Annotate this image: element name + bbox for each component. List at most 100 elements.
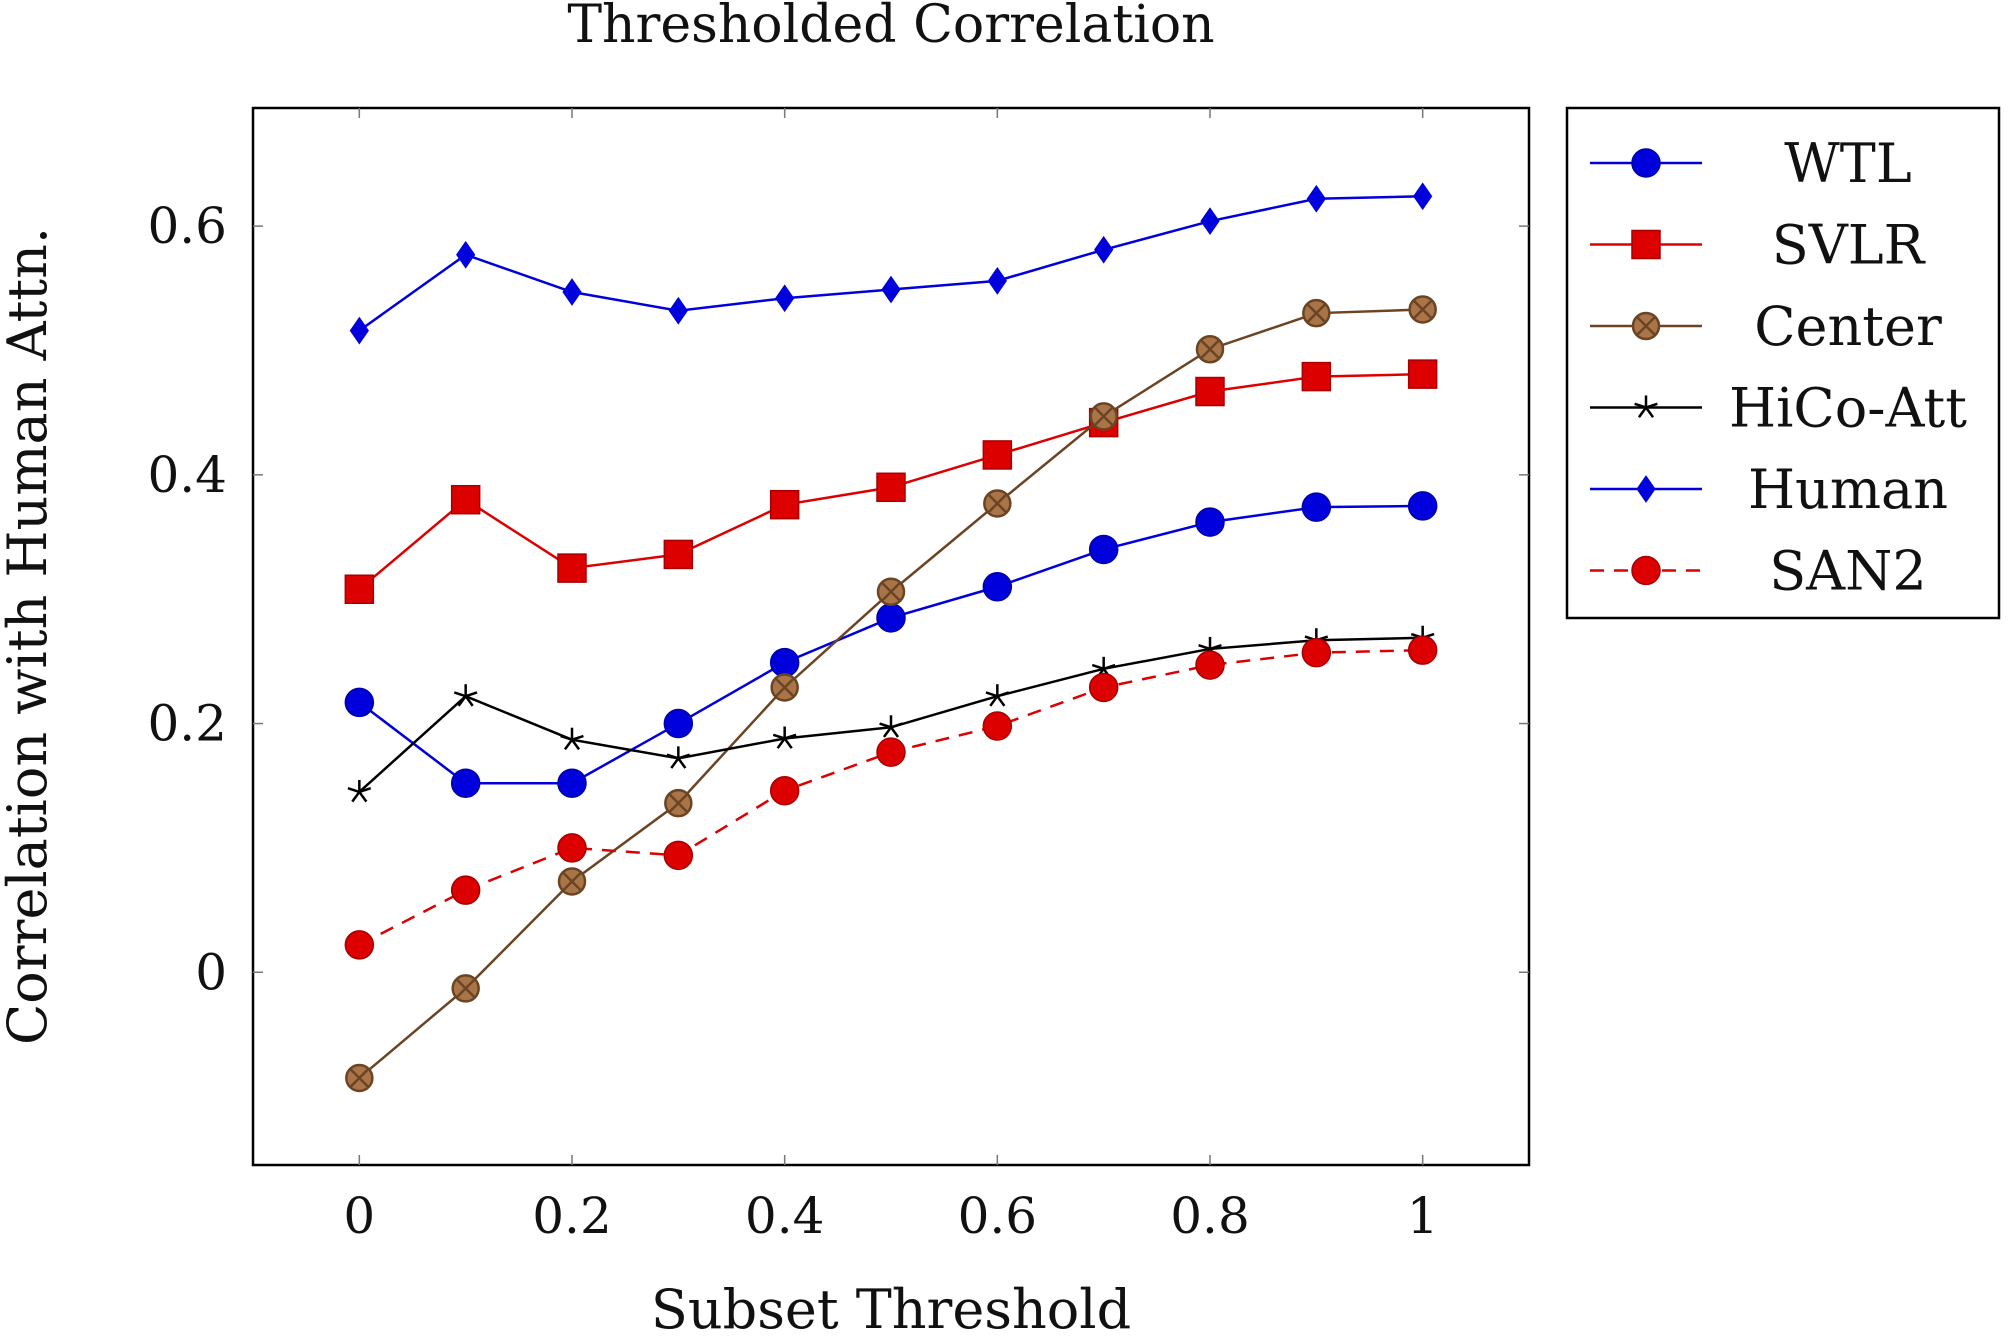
data-point-wtl — [1088, 534, 1119, 565]
legend-marker — [1634, 395, 1658, 418]
y-tick-label: 0.4 — [147, 446, 227, 504]
data-point-hico-att — [879, 715, 903, 738]
data-point-human — [775, 284, 795, 313]
series-line-hico-att — [358, 636, 1423, 793]
legend-label: HiCo-Att — [1729, 377, 1967, 440]
data-point-svlr — [344, 574, 375, 604]
data-point-hico-att — [453, 684, 478, 707]
data-point-san2 — [344, 930, 375, 960]
data-point-svlr — [876, 472, 906, 503]
data-point-san2 — [876, 737, 906, 767]
legend: WTL SVLR Center HiCo-Att Human SAN2 — [1565, 106, 2001, 620]
data-point-svlr — [982, 440, 1013, 470]
data-point-hico-att — [560, 727, 584, 751]
legend-label: Center — [1754, 295, 1942, 358]
legend-item-san2: SAN2 — [1590, 540, 1927, 603]
data-point-human — [349, 316, 369, 345]
data-point-center — [451, 974, 480, 1003]
data-point-san2 — [1407, 635, 1438, 665]
legend-label: Human — [1748, 458, 1948, 521]
y-tick-label: 0 — [195, 943, 227, 1001]
data-point-svlr — [663, 539, 694, 570]
data-point-san2 — [450, 875, 481, 905]
data-point-svlr — [450, 484, 481, 515]
series-line-center — [358, 308, 1423, 1079]
data-point-wtl — [876, 603, 906, 633]
y-tick-label: 0.2 — [147, 695, 227, 753]
data-point-wtl — [1301, 492, 1332, 522]
x-tick-label: 0 — [343, 1187, 375, 1245]
data-point-wtl — [769, 647, 800, 678]
plot-frame — [251, 106, 1531, 1167]
data-point-center — [345, 1063, 374, 1093]
data-point-hico-att — [666, 746, 691, 769]
data-point-san2 — [982, 711, 1013, 741]
x-axis-title: Subset Threshold — [651, 1278, 1131, 1336]
data-point-center — [1195, 334, 1225, 364]
x-tick-label: 0.8 — [1170, 1187, 1250, 1245]
data-point-wtl — [1407, 491, 1438, 521]
legend-frame — [1565, 106, 2001, 620]
data-point-human — [1200, 207, 1220, 236]
data-point-human — [456, 240, 476, 269]
data-point-center — [1089, 402, 1118, 431]
series-line-human — [358, 195, 1423, 332]
data-point-wtl — [1195, 507, 1225, 537]
legend-item-human: Human — [1590, 458, 1948, 521]
data-point-human — [668, 296, 688, 325]
legend-label: WTL — [1784, 132, 1911, 195]
data-point-human — [562, 278, 582, 306]
data-point-wtl — [344, 687, 375, 718]
data-point-center — [1302, 298, 1331, 328]
data-point-svlr — [1301, 361, 1332, 392]
series-wtl — [344, 491, 1438, 798]
data-point-center — [770, 673, 799, 702]
legend-marker — [1631, 229, 1661, 260]
data-point-hico-att — [772, 726, 797, 749]
legend-item-svlr: SVLR — [1590, 214, 1926, 277]
legend-marker — [1636, 475, 1656, 503]
data-point-svlr — [769, 489, 800, 520]
data-point-human — [1306, 184, 1326, 213]
y-axis-title: Correlation with Human Attn. — [0, 227, 59, 1045]
data-point-svlr — [1195, 376, 1225, 407]
data-point-wtl — [557, 768, 587, 798]
series-san2 — [344, 635, 1438, 960]
data-point-human — [881, 275, 901, 304]
legend-marker — [1631, 311, 1661, 341]
data-point-san2 — [663, 840, 694, 871]
chart-title: Thresholded Correlation — [567, 0, 1214, 55]
data-point-center — [664, 788, 693, 818]
series-layer — [344, 182, 1438, 1093]
data-point-center — [876, 577, 906, 606]
data-point-human — [1094, 235, 1114, 264]
data-point-hico-att — [347, 779, 372, 803]
x-tick-label: 0.6 — [958, 1187, 1038, 1245]
data-point-san2 — [1301, 637, 1332, 668]
x-tick-label: 0.2 — [532, 1187, 612, 1245]
legend-label: SAN2 — [1769, 540, 1927, 603]
legend-item-hico-att: HiCo-Att — [1590, 377, 1967, 440]
legend-marker — [1631, 555, 1661, 586]
series-hico-att — [347, 625, 1435, 803]
data-point-center — [557, 867, 587, 896]
axis-ticks: 0 0.2 0.4 0.6 0.8 1 0 0.2 0.4 0.6 — [147, 108, 1529, 1245]
data-point-san2 — [557, 833, 587, 863]
series-human — [349, 182, 1433, 345]
data-point-san2 — [769, 775, 800, 806]
data-point-wtl — [450, 768, 481, 798]
data-point-human — [987, 266, 1007, 295]
x-tick-label: 1 — [1407, 1187, 1439, 1245]
data-point-human — [1413, 182, 1433, 211]
x-tick-label: 0.4 — [745, 1187, 825, 1245]
data-point-wtl — [982, 572, 1013, 602]
data-point-svlr — [1407, 359, 1438, 389]
data-point-wtl — [663, 708, 694, 739]
data-point-center — [1408, 295, 1437, 324]
legend-marker — [1631, 148, 1661, 178]
data-point-hico-att — [985, 684, 1010, 707]
series-svlr — [344, 359, 1438, 604]
y-tick-label: 0.6 — [147, 197, 227, 255]
series-line-san2 — [358, 648, 1423, 947]
